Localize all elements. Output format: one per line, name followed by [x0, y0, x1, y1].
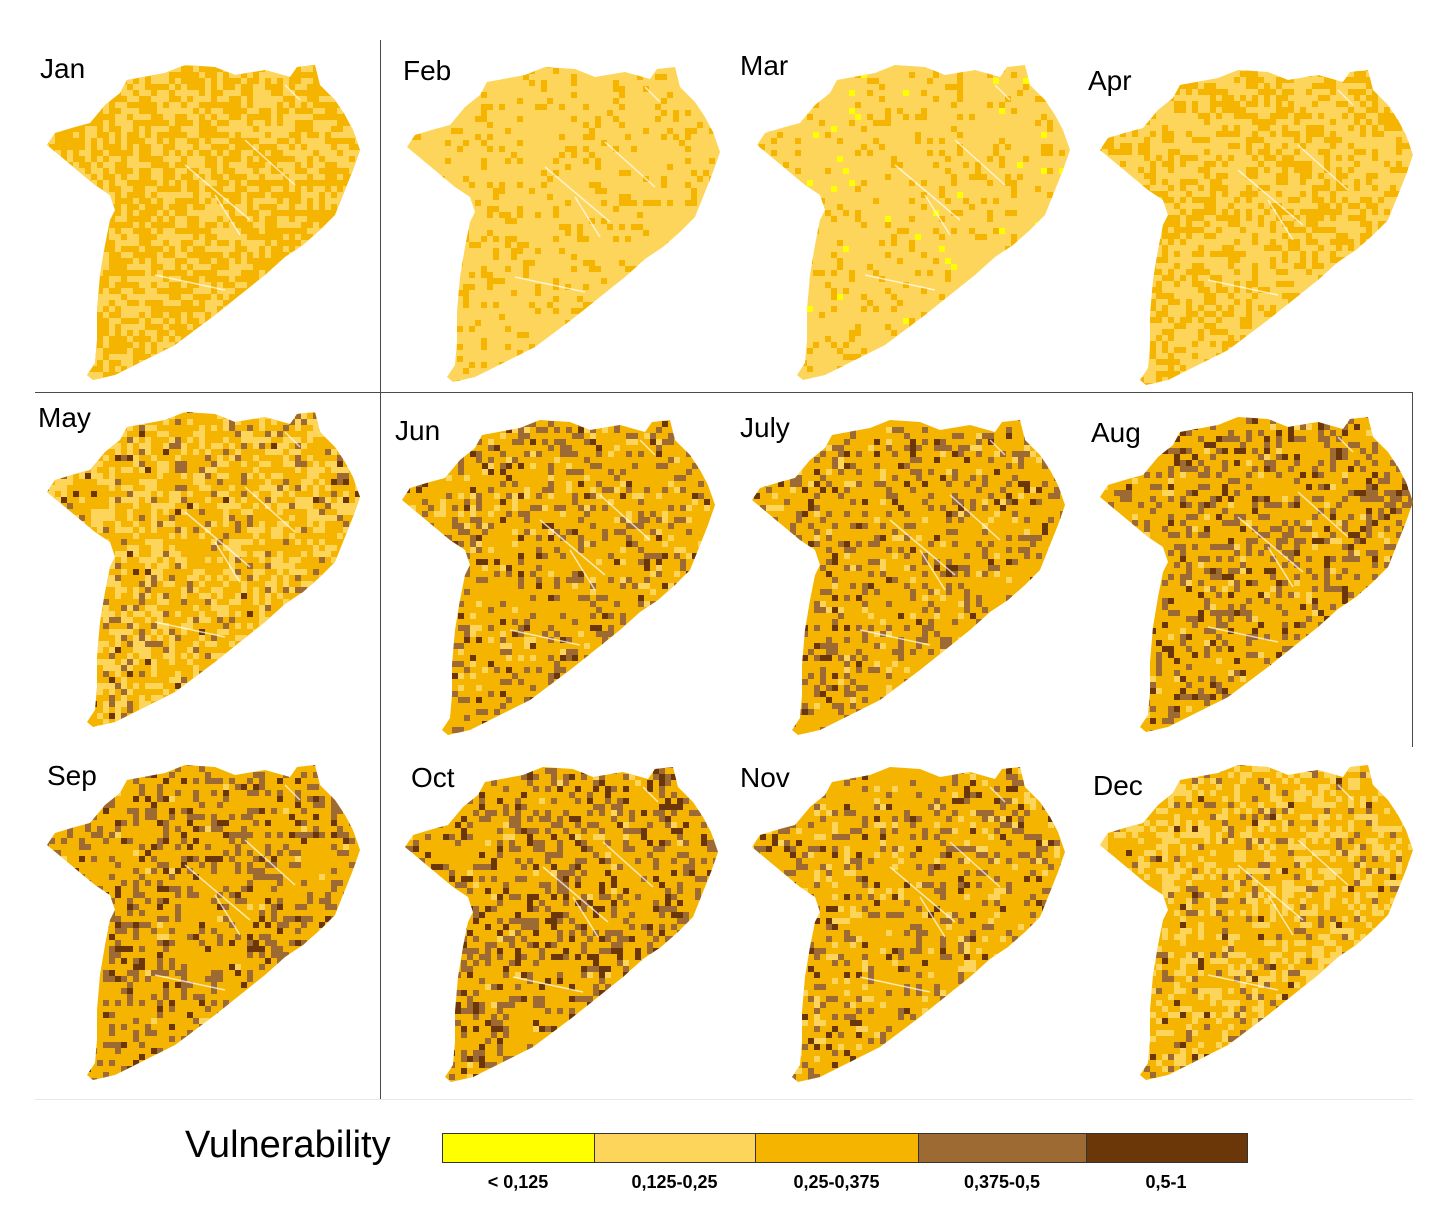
month-label: Aug — [1091, 417, 1141, 448]
river-lines — [154, 431, 301, 638]
map-panel-mar: Mar — [740, 45, 1085, 385]
river-lines — [859, 439, 1006, 646]
month-label: Sep — [47, 760, 97, 791]
legend-swatch — [1087, 1134, 1247, 1162]
month-label: Feb — [403, 55, 452, 86]
map-panel-oct: Oct — [393, 747, 733, 1087]
legend-swatch — [919, 1134, 1087, 1162]
legend-class-label: 0,375-0,5 — [963, 1172, 1041, 1192]
month-label: Oct — [411, 762, 455, 793]
vulnerability-map — [402, 420, 715, 735]
legend-class-label: 0,125-0,25 — [631, 1172, 718, 1192]
river-lines — [512, 786, 659, 993]
vulnerability-map — [752, 767, 1065, 1082]
river-lines — [1207, 436, 1354, 643]
map-panel-aug: Aug — [1088, 397, 1428, 737]
vulnerability-map — [47, 65, 360, 380]
vulnerability-map — [1100, 70, 1413, 385]
map-panel-nov: Nov — [740, 747, 1080, 1087]
map-panel-feb: Feb — [395, 47, 735, 387]
map-panel-july: July — [740, 400, 1080, 740]
vulnerability-map — [47, 412, 360, 727]
month-label: Dec — [1093, 770, 1143, 801]
grid-divider-vertical — [380, 40, 381, 1100]
legend-color-bar — [442, 1133, 1248, 1163]
map-panel-dec: Dec — [1088, 745, 1428, 1085]
vulnerability-map — [1100, 765, 1413, 1080]
month-label: Mar — [740, 50, 789, 81]
river-lines — [509, 439, 656, 646]
map-panel-sep: Sep — [35, 745, 375, 1085]
region-fill — [1100, 417, 1413, 732]
legend-swatch — [595, 1134, 756, 1162]
map-panel-may: May — [35, 392, 375, 732]
river-lines — [154, 84, 301, 291]
grid-divider-horizontal — [35, 392, 1413, 393]
month-label: July — [740, 412, 790, 443]
map-panel-jan: Jan — [35, 45, 375, 385]
region-fill — [752, 767, 1065, 1082]
river-lines — [1207, 784, 1354, 991]
legend-title: Vulnerability — [185, 1124, 391, 1166]
map-panel-jun: Jun — [390, 400, 730, 740]
month-label: Apr — [1088, 65, 1132, 96]
vulnerability-map — [1100, 417, 1413, 732]
raster-cells — [47, 65, 360, 380]
river-lines — [859, 786, 1006, 993]
legend-class-label: < 0,125 — [487, 1172, 549, 1192]
river-lines — [514, 86, 661, 293]
vulnerability-map — [405, 767, 718, 1082]
legend-swatch — [756, 1134, 919, 1162]
vulnerability-map — [407, 67, 720, 382]
vulnerability-map — [47, 765, 360, 1080]
month-label: Jun — [395, 415, 441, 446]
bottom-rule — [35, 1099, 1413, 1100]
map-panel-apr: Apr — [1088, 50, 1428, 390]
month-label: Jan — [40, 53, 86, 84]
grid-divider-right — [1412, 392, 1413, 747]
legend-class-label: 0,25-0,375 — [793, 1172, 880, 1192]
vulnerability-map — [752, 420, 1065, 735]
river-lines — [864, 84, 1011, 291]
river-lines — [1207, 89, 1354, 296]
region-fill — [757, 65, 1070, 380]
raster-cells — [1100, 765, 1413, 1080]
river-lines — [154, 784, 301, 991]
month-label: Nov — [740, 762, 790, 793]
vulnerability-map — [757, 65, 1070, 380]
legend-class-label: 0,5-1 — [1145, 1172, 1187, 1192]
month-label: May — [38, 402, 91, 433]
legend-swatch — [443, 1134, 595, 1162]
